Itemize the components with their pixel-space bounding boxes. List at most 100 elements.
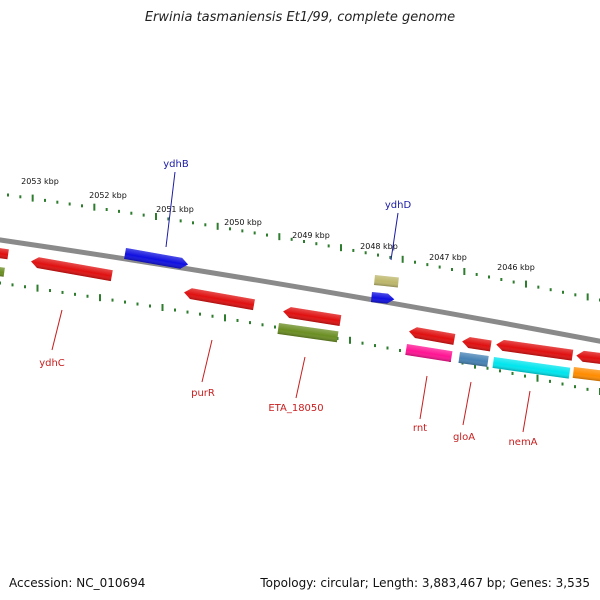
minor-tick	[438, 265, 441, 269]
minor-tick	[211, 314, 214, 318]
minor-tick	[49, 289, 51, 293]
minor-tick	[352, 248, 355, 252]
minor-tick	[204, 223, 207, 227]
minor-tick	[61, 290, 64, 294]
minor-tick	[574, 293, 577, 297]
gene-ydhb[interactable]	[124, 248, 189, 270]
gene-label[interactable]: ydhD	[385, 200, 412, 211]
minor-tick	[549, 288, 552, 292]
gene-label[interactable]: ydhB	[163, 159, 189, 170]
minor-tick	[414, 260, 416, 264]
minor-tick	[327, 244, 330, 248]
scale-label: 2046 kbp	[497, 263, 535, 272]
gene-ydhc[interactable]	[30, 256, 113, 282]
outer-scale-ticks	[7, 193, 600, 302]
minor-tick	[389, 255, 392, 259]
gene-label[interactable]: nemA	[508, 437, 537, 448]
leader-line	[522, 390, 531, 433]
minor-tick	[361, 341, 364, 345]
minor-tick	[377, 253, 379, 257]
minor-tick	[512, 280, 515, 284]
gene-feature[interactable]	[0, 266, 5, 277]
minor-tick	[290, 237, 293, 241]
leader-line	[419, 375, 428, 420]
gene-eta-18050[interactable]	[277, 323, 339, 343]
minor-tick	[130, 211, 133, 215]
gene-feature[interactable]	[495, 339, 574, 361]
minor-tick	[261, 323, 264, 327]
minor-tick	[451, 268, 453, 272]
minor-tick	[537, 285, 540, 289]
minor-tick	[253, 231, 256, 235]
major-tick	[99, 294, 101, 302]
major-tick	[278, 233, 281, 241]
minor-tick	[266, 233, 268, 237]
gene-feature[interactable]	[282, 306, 342, 326]
minor-tick	[249, 321, 251, 325]
gene-rnt[interactable]	[405, 344, 453, 363]
gene-feature[interactable]	[408, 326, 456, 345]
major-tick	[401, 255, 404, 263]
minor-tick	[118, 209, 120, 213]
gene-label[interactable]: ydhC	[39, 358, 65, 369]
minor-tick	[56, 200, 59, 204]
minor-tick	[303, 240, 305, 243]
minor-tick	[500, 278, 503, 281]
gene-feature[interactable]	[576, 350, 600, 366]
minor-tick	[111, 298, 114, 302]
genome-backbone	[0, 237, 600, 344]
gene-label[interactable]: ETA_18050	[268, 403, 323, 414]
gene-label[interactable]: gloA	[453, 432, 475, 443]
minor-tick	[44, 198, 46, 202]
gene-purr[interactable]	[183, 287, 255, 311]
minor-tick	[192, 221, 194, 225]
minor-tick	[524, 374, 526, 378]
minor-tick	[11, 283, 14, 287]
map-title: Erwinia tasmaniensis Et1/99, complete ge…	[144, 10, 456, 25]
major-tick	[525, 280, 527, 288]
gene-label[interactable]: purR	[191, 388, 215, 399]
leader-line	[390, 212, 399, 261]
gene-feature[interactable]	[461, 336, 492, 352]
gene-features	[0, 247, 600, 383]
gene-feature[interactable]	[572, 367, 600, 383]
major-tick	[463, 267, 466, 275]
gene-ydhd[interactable]	[373, 275, 399, 288]
minor-tick	[167, 217, 170, 221]
leader-line	[462, 381, 472, 426]
gene-feature[interactable]	[370, 292, 395, 304]
major-tick	[586, 293, 589, 301]
gene-nema[interactable]	[492, 357, 571, 379]
major-tick	[93, 203, 96, 211]
scale-label: 2049 kbp	[292, 231, 330, 240]
major-tick	[224, 314, 226, 322]
minor-tick	[574, 385, 576, 389]
leader-line	[201, 339, 213, 383]
leader-line	[51, 309, 63, 351]
scale-label: 2048 kbp	[360, 242, 398, 251]
minor-tick	[549, 379, 551, 383]
leader-line	[165, 171, 176, 248]
major-tick	[536, 374, 539, 382]
minor-tick	[186, 310, 189, 314]
genome-summary: Topology: circular; Length: 3,883,467 bp…	[260, 576, 590, 590]
gene-label[interactable]: rnt	[413, 423, 427, 434]
minor-tick	[81, 204, 83, 208]
minor-tick	[336, 336, 339, 340]
scale-label: 2051 kbp	[156, 205, 194, 214]
gene-feature[interactable]	[0, 247, 9, 260]
minor-tick	[236, 318, 239, 322]
gene-labels: ydhC ydhB purR ETA_18050 ydhD rnt gloA nemA	[39, 159, 537, 448]
minor-tick	[486, 366, 489, 370]
minor-tick	[562, 290, 564, 294]
minor-tick	[511, 371, 514, 375]
minor-tick	[386, 346, 389, 350]
major-tick	[216, 222, 219, 230]
minor-tick	[399, 348, 401, 352]
major-tick	[340, 244, 342, 252]
gene-gloa[interactable]	[458, 352, 489, 367]
minor-tick	[68, 202, 71, 206]
major-tick	[161, 304, 164, 312]
minor-tick	[136, 302, 139, 306]
